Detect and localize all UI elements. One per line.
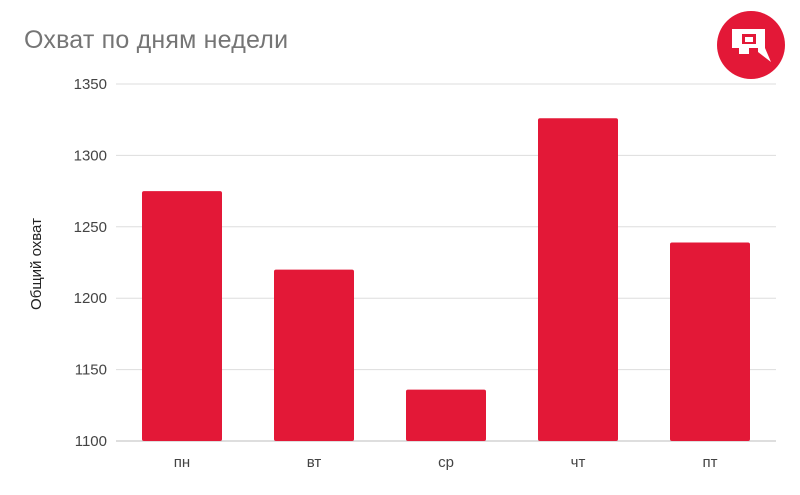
y-tick-label: 1200 — [74, 290, 107, 307]
y-tick-label: 1150 — [75, 362, 107, 379]
chart-title: Охват по дням недели — [24, 26, 289, 54]
bar-5 — [670, 242, 750, 441]
bar-2 — [274, 269, 354, 441]
y-tick-label: 1250 — [74, 219, 107, 236]
bar-1 — [142, 191, 222, 441]
y-tick-label: 1350 — [74, 76, 107, 93]
y-axis-label: Общий охват — [28, 218, 45, 310]
bar-3 — [406, 389, 486, 441]
bar-4 — [538, 118, 618, 441]
x-tick-label: ср — [438, 454, 454, 471]
x-tick-label: пн — [174, 454, 190, 471]
y-tick-label: 1300 — [74, 147, 107, 164]
x-tick-label: чт — [571, 454, 586, 471]
x-tick-label: пт — [703, 454, 718, 471]
x-tick-label: вт — [307, 454, 322, 471]
brand-logo-icon — [717, 11, 785, 79]
y-tick-label: 1100 — [75, 433, 107, 450]
